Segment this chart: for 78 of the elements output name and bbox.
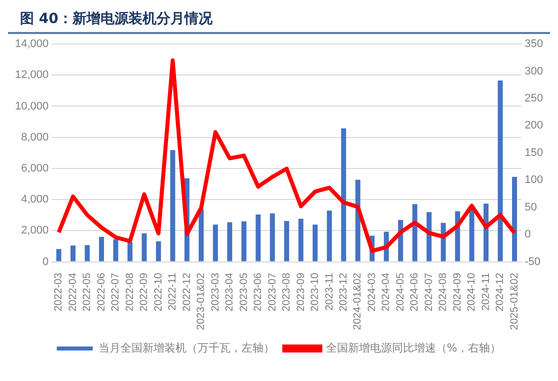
x-tick-label: 2023-05 [238, 272, 250, 312]
x-tick-label: 2024-08 [437, 272, 450, 312]
bar [341, 128, 346, 262]
x-tick-label: 2024-09 [451, 272, 464, 312]
x-tick-label: 2023-12 [338, 272, 350, 312]
x-tick-label: 2024-06 [408, 272, 421, 312]
x-tick-label: 2023-10 [309, 272, 322, 312]
x-tick-label: 2024-04 [380, 272, 392, 312]
x-tick-label: 2024-10 [466, 272, 478, 312]
x-tick-label: 2022-04 [66, 272, 79, 312]
x-tick-label: 2023-08 [280, 272, 293, 312]
y-tick-label: 10,000 [14, 100, 49, 112]
x-tick-label: 2023-03 [209, 272, 222, 312]
x-tick-label: 2022-12 [180, 272, 193, 312]
y2-tick-label: 0 [524, 228, 531, 241]
y2-tick-label: 100 [524, 174, 544, 186]
bar [113, 239, 118, 262]
x-tick-label: 2024-11 [480, 272, 492, 311]
bar [127, 242, 132, 262]
bar [99, 236, 104, 262]
legend-label: 全国新增电源同比增速（%，右轴） [326, 341, 502, 354]
bar [84, 245, 90, 262]
bar [156, 241, 161, 262]
x-tick-label: 2022-07 [110, 272, 122, 312]
bar [498, 80, 503, 262]
x-tick-label: 2024-05 [394, 272, 406, 312]
y-tick-label: 2,000 [21, 224, 49, 237]
bar [212, 224, 218, 262]
x-tick-label: 2024-01&02 [352, 272, 364, 330]
bar [412, 204, 418, 262]
y2-tick-label: 50 [524, 201, 537, 214]
y2-tick-label: 150 [524, 146, 544, 159]
x-tick-label: 2022-06 [95, 272, 108, 312]
x-tick-label: 2023-07 [266, 272, 278, 312]
bar [284, 221, 290, 262]
bar [469, 207, 474, 262]
bar [512, 176, 518, 262]
bar [298, 218, 304, 262]
x-tick-label: 2024-03 [366, 272, 378, 312]
bar [170, 150, 176, 262]
x-tick-label: 2022-08 [124, 272, 136, 312]
x-tick-label: 2022-09 [138, 272, 150, 312]
bar [326, 210, 332, 262]
x-tick-label: 2023-06 [252, 272, 264, 312]
y2-tick-label: -50 [524, 256, 541, 268]
x-tick-label: 2024-07 [422, 272, 435, 312]
x-tick-label: 2024-12 [494, 272, 506, 312]
y-tick-label: 0 [42, 256, 49, 268]
bar [142, 233, 147, 262]
x-tick-label: 2023-09 [294, 272, 307, 312]
x-tick-label: 2023-11 [323, 272, 336, 311]
x-tick-label: 2022-10 [152, 272, 164, 312]
chart-title: 图 40：新增电源装机分月情况 [8, 8, 550, 34]
y2-tick-label: 300 [524, 65, 544, 78]
x-tick-label: 2023-01&02 [195, 272, 208, 330]
x-tick-label: 2023-04 [224, 272, 236, 312]
x-tick-label: 2022-11 [166, 272, 179, 311]
bar [426, 212, 432, 262]
bar [198, 208, 204, 262]
bar [256, 214, 261, 262]
y2-tick-label: 200 [524, 120, 544, 132]
x-tick-label: 2022-03 [52, 272, 65, 312]
bar [270, 213, 275, 262]
y-tick-label: 14,000 [14, 38, 49, 50]
legend-label: 当月全国新增装机（万千瓦，左轴） [98, 341, 274, 354]
y2-tick-label: 250 [524, 92, 544, 104]
x-tick-label: 2022-05 [81, 272, 94, 312]
bar [227, 222, 232, 262]
bar [312, 224, 318, 262]
y-tick-label: 12,000 [14, 69, 49, 82]
x-tick-label: 2025-01&02 [508, 272, 520, 330]
y-tick-label: 6,000 [21, 162, 49, 174]
bar [56, 249, 62, 262]
y2-tick-label: 350 [524, 38, 544, 50]
bar [70, 245, 76, 262]
bar [241, 221, 246, 262]
y-tick-label: 8,000 [21, 131, 49, 144]
y-tick-label: 4,000 [21, 194, 49, 206]
